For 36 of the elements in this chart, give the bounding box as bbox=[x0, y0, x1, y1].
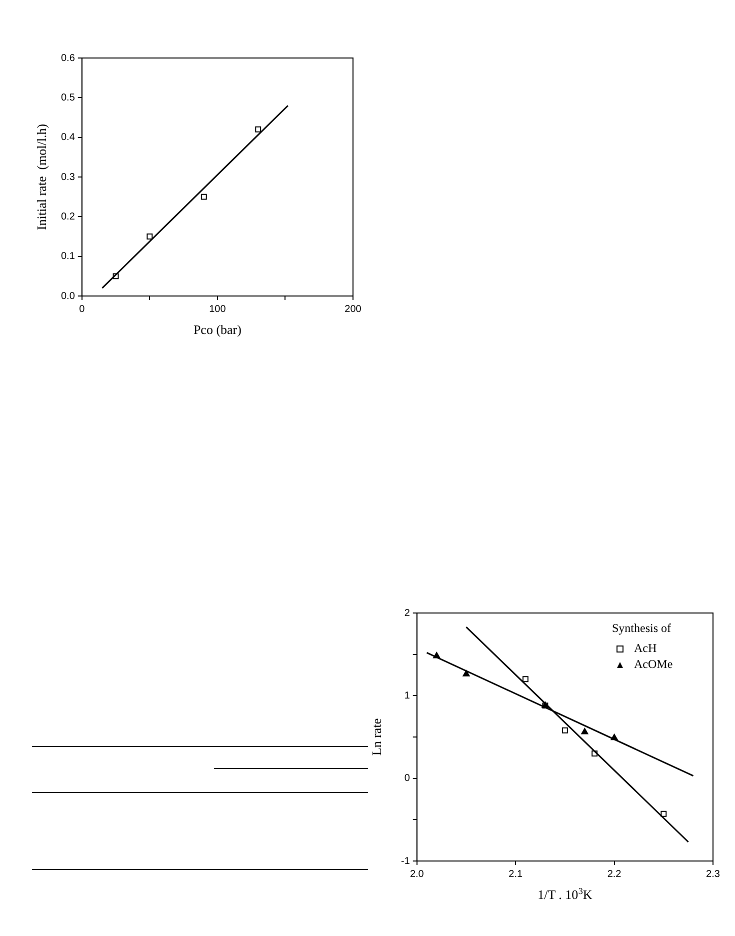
legend-label: AcOMe bbox=[634, 657, 673, 672]
y-tick-label: 0.5 bbox=[60, 92, 76, 104]
y-tick-label: 1 bbox=[404, 690, 410, 702]
y-tick-label: 0.0 bbox=[60, 290, 76, 302]
y-tick-label: 2 bbox=[404, 608, 410, 619]
point bbox=[462, 670, 470, 676]
x-tick-label: 100 bbox=[209, 304, 226, 315]
point bbox=[146, 234, 153, 240]
x-axis-title: Pco (bar) bbox=[193, 322, 242, 337]
y-tick-label: 0.6 bbox=[60, 52, 76, 64]
x-tick-label: 0 bbox=[79, 304, 86, 315]
y-axis-title: Ln rate bbox=[368, 718, 384, 756]
point bbox=[255, 126, 262, 132]
point bbox=[433, 652, 440, 658]
point bbox=[112, 273, 119, 280]
x-tick-label: 2.1 bbox=[508, 868, 523, 880]
x-tick-label: 200 bbox=[344, 304, 362, 315]
point bbox=[562, 727, 568, 734]
point bbox=[522, 676, 528, 682]
x-tick-label: 2.3 bbox=[706, 868, 720, 880]
x-tick-label: 2.0 bbox=[410, 868, 424, 880]
y-tick-label: 0.3 bbox=[60, 172, 76, 183]
legend-title: Synthesis of bbox=[612, 621, 672, 636]
point bbox=[610, 734, 618, 740]
y-tick-label: 0.1 bbox=[60, 251, 76, 262]
point bbox=[660, 810, 667, 817]
y-tick-label: -1 bbox=[400, 856, 410, 867]
point bbox=[592, 750, 598, 757]
point bbox=[200, 194, 207, 200]
y-axis-title: Initial rate (mol/l.h) bbox=[34, 124, 49, 230]
point bbox=[581, 728, 588, 734]
y-tick-label: 0.4 bbox=[60, 132, 76, 144]
legend-label: AcH bbox=[634, 641, 657, 656]
y-tick-label: 0.2 bbox=[60, 211, 76, 222]
y-tick-label: 0 bbox=[404, 773, 410, 784]
x-tick-label: 2.2 bbox=[607, 868, 622, 880]
